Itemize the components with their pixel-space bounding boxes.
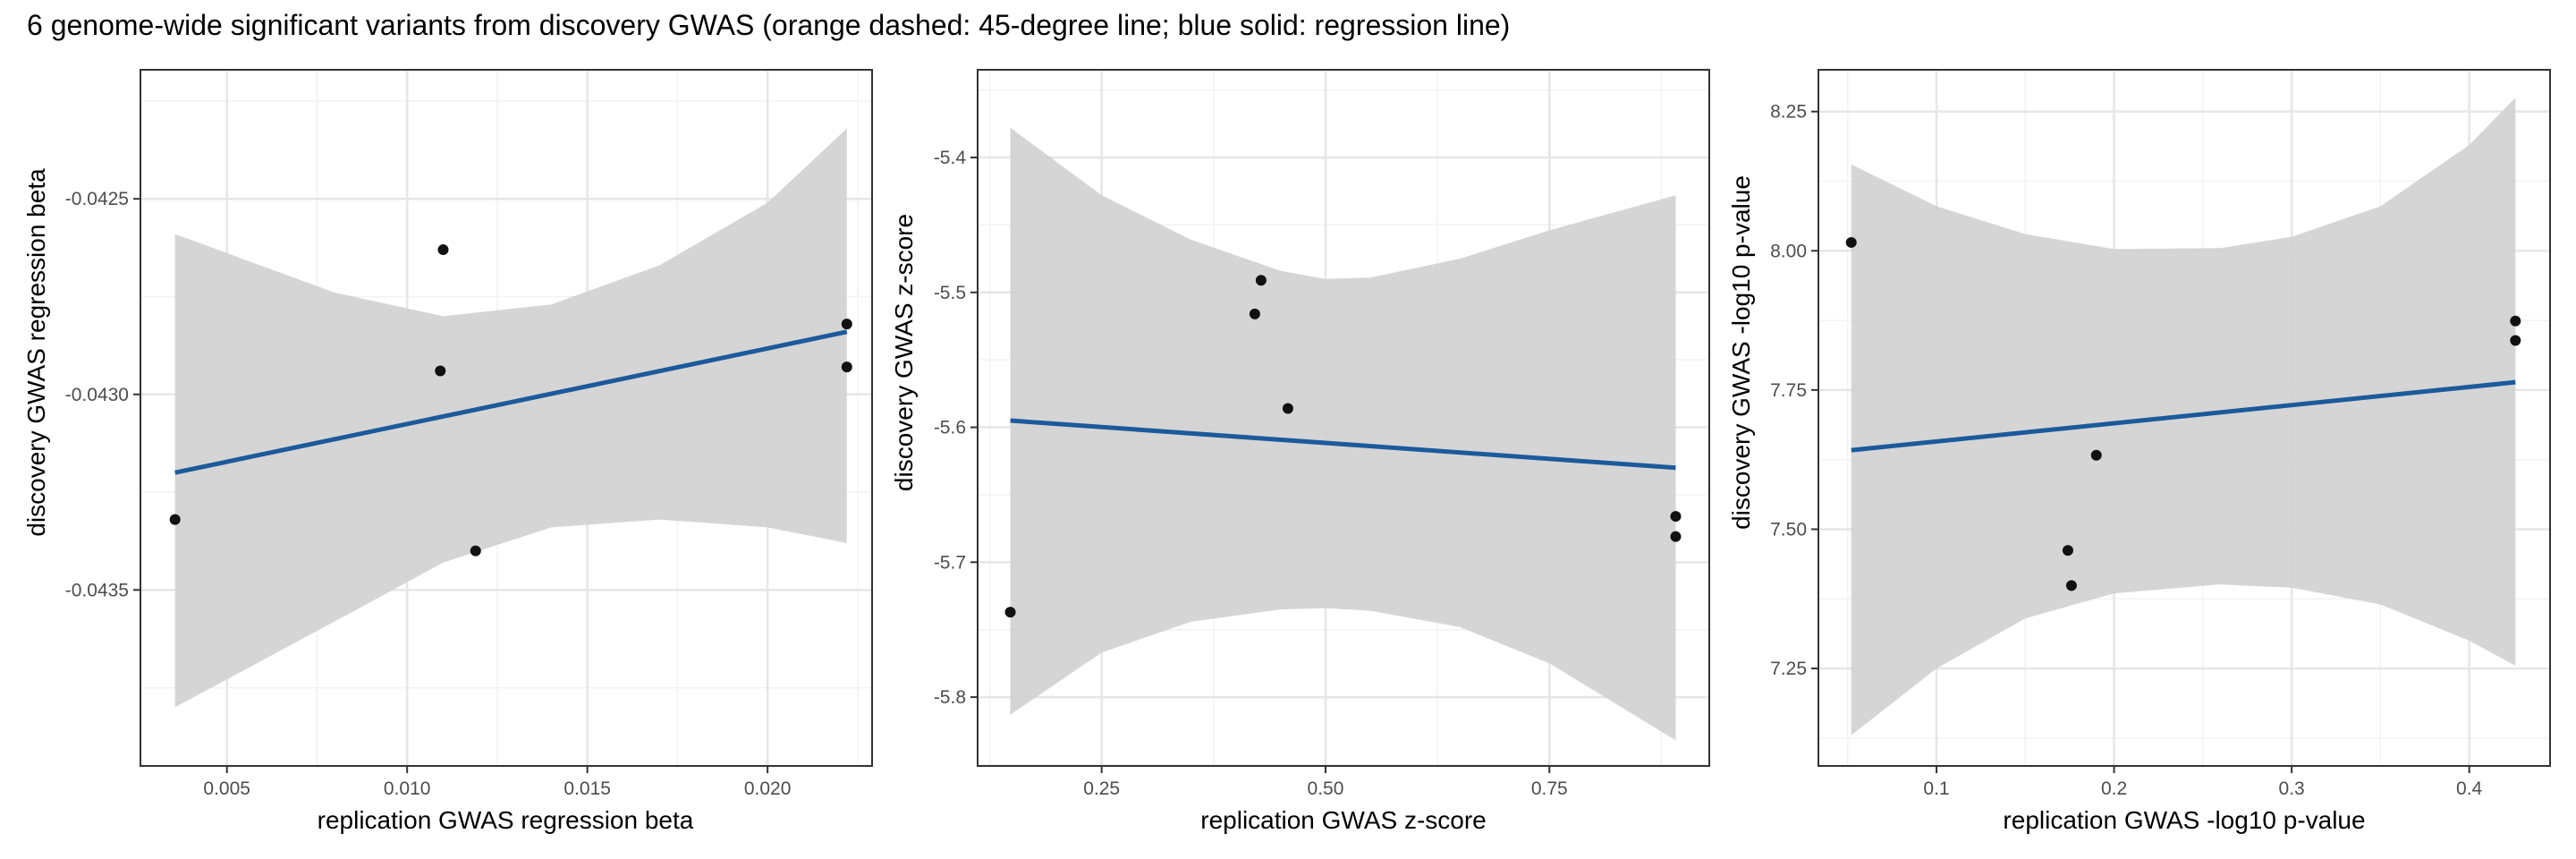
- plot-area: 0.25 0.50 0.75 -5.4 -5.5 -5.6 -5.7 -5.8: [934, 69, 1710, 799]
- x-tick-label: 0.3: [2279, 778, 2305, 799]
- y-tick-label: -5.5: [934, 283, 966, 303]
- data-point: [437, 244, 449, 256]
- chart-pvalue-svg: 0.1 0.2 0.3 0.4 8.25 8.00 7.75 7.50 7.25 discove…: [1727, 69, 2551, 834]
- x-tick-label: 0.4: [2456, 778, 2483, 799]
- data-point: [169, 514, 181, 525]
- y-tick-label: 7.50: [1770, 519, 1807, 540]
- x-tick-label: 0.010: [384, 778, 431, 799]
- data-point: [2065, 580, 2077, 591]
- data-point: [1004, 607, 1016, 618]
- panel-border: [140, 69, 873, 767]
- x-axis-title: replication GWAS regression beta: [318, 806, 694, 834]
- scatter-panel-zscore: 0.25 0.50 0.75 -5.4 -5.5 -5.6 -5.7 -5.8 discove…: [886, 63, 1722, 859]
- regression-line: [1851, 379, 2516, 453]
- x-axis-title: replication GWAS z-score: [1200, 806, 1487, 834]
- panel-border: [977, 69, 1710, 767]
- x-tick-label: 0.50: [1308, 778, 1344, 799]
- data-point: [2510, 315, 2521, 327]
- y-tick-label: -5.6: [934, 418, 966, 438]
- y-axis-title: discovery GWAS regression beta: [22, 168, 50, 537]
- page-title: 6 genome-wide significant variants from …: [27, 9, 1511, 41]
- data-point: [2090, 449, 2102, 461]
- data-point: [2510, 335, 2521, 346]
- y-tick-label: -0.0435: [65, 580, 129, 600]
- y-axis-title: discovery GWAS -log10 p-value: [1727, 175, 1755, 530]
- panel-border: [1818, 69, 2551, 767]
- regression-line: [1010, 418, 1676, 471]
- x-tick-label: 0.75: [1531, 778, 1568, 799]
- y-tick-label: -0.0430: [65, 385, 129, 405]
- chart-beta-svg: 0.005 0.010 0.015 0.020 -0.0425 -0.0430 -0.043…: [22, 69, 873, 834]
- y-tick-label: 7.25: [1770, 659, 1807, 679]
- data-point: [1670, 531, 1682, 542]
- data-point: [1249, 308, 1260, 319]
- data-point: [1282, 403, 1293, 414]
- data-point: [1670, 511, 1682, 523]
- y-tick-label: -5.8: [934, 687, 966, 708]
- y-axis-title: discovery GWAS z-score: [890, 214, 918, 491]
- confidence-band: [174, 128, 847, 708]
- x-axis-title: replication GWAS -log10 p-value: [2003, 806, 2365, 834]
- x-tick-label: 0.005: [203, 778, 250, 799]
- scatter-panel-pvalue: 0.1 0.2 0.3 0.4 8.25 8.00 7.75 7.50 7.25 discove…: [1726, 63, 2576, 859]
- data-point: [1845, 236, 1857, 248]
- data-point: [841, 361, 852, 373]
- data-point: [1255, 275, 1267, 286]
- x-tick-label: 0.020: [744, 778, 792, 799]
- data-point: [2062, 545, 2073, 557]
- x-tick-label: 0.1: [1923, 778, 1949, 799]
- plot-area: 0.1 0.2 0.3 0.4 8.25 8.00 7.75 7.50 7.25: [1770, 69, 2551, 799]
- chart-zscore-svg: 0.25 0.50 0.75 -5.4 -5.5 -5.6 -5.7 -5.8 discove…: [890, 69, 1710, 834]
- data-point: [435, 365, 446, 377]
- y-tick-label: -5.4: [934, 148, 967, 168]
- y-tick-label: 8.00: [1770, 241, 1807, 261]
- y-tick-label: 7.75: [1770, 380, 1807, 401]
- x-tick-label: 0.25: [1083, 778, 1120, 799]
- y-tick-label: 8.25: [1770, 102, 1807, 123]
- y-tick-label: -5.7: [934, 552, 966, 573]
- regression-line: [174, 329, 848, 475]
- data-point: [470, 545, 481, 557]
- data-point: [841, 319, 852, 330]
- scatter-panel-beta: 0.005 0.010 0.015 0.020 -0.0425 -0.0430 -0.043…: [0, 63, 877, 859]
- x-tick-label: 0.2: [2101, 778, 2127, 799]
- confidence-band: [1010, 127, 1676, 741]
- y-tick-label: -0.0425: [65, 189, 129, 209]
- plot-area: 0.005 0.010 0.015 0.020 -0.0425 -0.0430 -0.043…: [65, 69, 873, 799]
- x-tick-label: 0.015: [564, 778, 611, 799]
